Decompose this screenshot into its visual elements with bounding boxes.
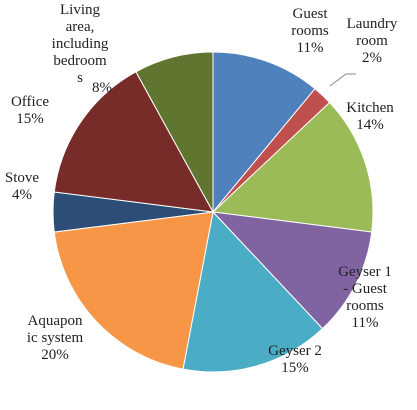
slice-label: Office — [11, 94, 49, 110]
slice-label: Geyser 1- Guest rooms — [338, 264, 392, 314]
label-line: room — [356, 33, 388, 49]
label-line: Aquapon — [28, 313, 83, 329]
value-label: 11% — [297, 40, 324, 56]
label-line: Stove — [5, 170, 40, 186]
slice-label: Living area, including bedroom s — [52, 2, 109, 86]
value-label: 15% — [16, 111, 44, 127]
label-line: rooms — [291, 23, 329, 39]
pie-slice — [211, 101, 374, 233]
value-label: 20% — [41, 347, 69, 363]
pie-slice — [135, 51, 214, 213]
label-line: ic system — [27, 330, 84, 346]
label-line: s — [77, 70, 83, 86]
label-line: Laundry — [347, 16, 398, 32]
pie-slice — [212, 51, 316, 214]
value-label: 15% — [281, 360, 309, 376]
label-line: Living — [60, 2, 100, 18]
label-line: Geyser 1 — [338, 264, 392, 280]
value-label: 14% — [356, 117, 384, 133]
slice-label: Laundry room — [347, 16, 398, 49]
pie-slice — [53, 211, 214, 370]
slice-label: Stove — [5, 170, 40, 186]
value-label: 2% — [362, 50, 382, 66]
slice-label: Aquapon ic system — [27, 313, 84, 346]
label-line: Geyser 2 — [268, 343, 322, 359]
pie-slice — [182, 210, 324, 373]
label-line: including — [52, 36, 109, 52]
label-line: Kitchen — [346, 100, 394, 116]
value-label: 11% — [352, 315, 379, 331]
value-label: 4% — [12, 187, 32, 203]
pie-slice — [211, 211, 373, 330]
slice-label: Kitchen — [346, 100, 394, 116]
label-line: Office — [11, 94, 49, 110]
slice-label: Guest rooms — [291, 6, 329, 39]
pie-slice — [53, 71, 214, 213]
slice-label: Geyser 2 — [268, 343, 322, 359]
value-label: 8% — [92, 80, 112, 96]
label-line: rooms — [346, 298, 384, 314]
label-line: bedroom — [53, 53, 107, 69]
label-line: Guest — [293, 6, 329, 22]
label-line: - Guest — [343, 281, 388, 297]
label-line: area, — [66, 19, 95, 35]
leader-line — [329, 73, 356, 87]
